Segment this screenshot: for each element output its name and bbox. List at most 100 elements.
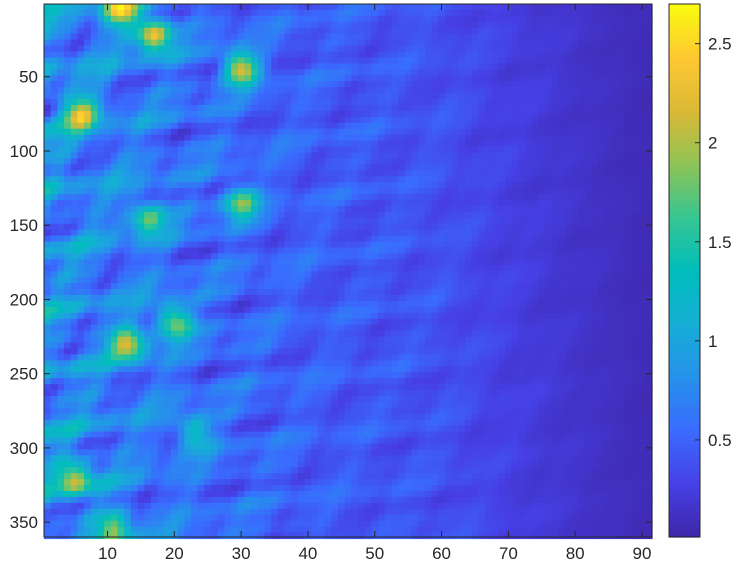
- heatmap-cell: [237, 265, 246, 272]
- heatmap-cell: [431, 152, 439, 160]
- heatmap-cell: [558, 312, 566, 320]
- heatmap-cell: [591, 199, 600, 207]
- heatmap-cell: [578, 306, 586, 314]
- heatmap-cell: [324, 57, 332, 64]
- heatmap-cell: [344, 277, 352, 284]
- heatmap-cell: [364, 33, 372, 41]
- heatmap-cell: [471, 140, 479, 148]
- heatmap-cell: [337, 39, 346, 47]
- heatmap-cell: [484, 104, 493, 112]
- heatmap-cell: [484, 152, 493, 160]
- heatmap-cell: [551, 122, 560, 130]
- heatmap-cell: [50, 27, 58, 35]
- heatmap-cell: [257, 81, 266, 88]
- heatmap-cell: [478, 33, 486, 41]
- heatmap-cell: [518, 300, 526, 308]
- heatmap-cell: [358, 128, 366, 136]
- heatmap-cell: [351, 164, 359, 171]
- heatmap-cell: [358, 33, 366, 41]
- heatmap-cell: [97, 33, 105, 41]
- heatmap-cell: [84, 306, 92, 314]
- heatmap-cell: [304, 318, 312, 326]
- heatmap-cell: [157, 259, 165, 266]
- heatmap-cell: [211, 217, 219, 225]
- heatmap-cell: [184, 51, 192, 59]
- heatmap-cell: [324, 51, 332, 59]
- heatmap-cell: [438, 324, 446, 332]
- heatmap-cell: [591, 265, 600, 272]
- heatmap-cell: [538, 188, 546, 195]
- heatmap-cell: [331, 194, 339, 201]
- heatmap-cell: [190, 128, 199, 136]
- heatmap-cell: [304, 253, 312, 260]
- heatmap-cell: [545, 57, 553, 64]
- heatmap-cell: [464, 205, 473, 213]
- heatmap-cell: [531, 33, 540, 41]
- heatmap-cell: [598, 21, 606, 29]
- heatmap-cell: [611, 229, 620, 237]
- heatmap-cell: [177, 306, 185, 314]
- heatmap-cell: [117, 39, 125, 47]
- heatmap-cell: [237, 211, 246, 219]
- heatmap-cell: [317, 4, 326, 11]
- heatmap-cell: [110, 93, 119, 100]
- heatmap-cell: [625, 146, 633, 154]
- heatmap-cell: [638, 110, 646, 118]
- heatmap-cell: [117, 217, 125, 225]
- heatmap-cell: [97, 223, 105, 231]
- heatmap-cell: [50, 199, 58, 207]
- heatmap-cell: [170, 51, 179, 59]
- heatmap-cell: [378, 93, 386, 100]
- heatmap-cell: [438, 15, 446, 23]
- heatmap-cell: [130, 229, 139, 237]
- heatmap-cell: [391, 194, 399, 201]
- heatmap-cell: [438, 116, 446, 124]
- heatmap-cell: [197, 205, 205, 213]
- heatmap-cell: [525, 211, 533, 219]
- heatmap-cell: [431, 39, 439, 47]
- heatmap-cell: [304, 146, 312, 154]
- heatmap-cell: [244, 134, 252, 142]
- heatmap-cell: [70, 229, 79, 237]
- heatmap-cell: [424, 152, 433, 160]
- heatmap-cell: [431, 170, 439, 177]
- heatmap-cell: [284, 69, 292, 76]
- heatmap-cell: [251, 99, 259, 106]
- heatmap-cell: [271, 51, 279, 59]
- heatmap-cell: [404, 194, 413, 201]
- heatmap-cell: [511, 39, 519, 47]
- heatmap-cell: [77, 194, 85, 201]
- heatmap-cell: [505, 247, 513, 255]
- heatmap-cell: [124, 158, 132, 165]
- heatmap-cell: [398, 259, 406, 266]
- heatmap-cell: [531, 134, 540, 142]
- heatmap-cell: [438, 300, 446, 308]
- heatmap-cell: [411, 164, 419, 171]
- heatmap-cell: [484, 241, 493, 249]
- heatmap-cell: [251, 223, 259, 231]
- heatmap-cell: [110, 63, 119, 70]
- heatmap-cell: [498, 15, 506, 23]
- heatmap-cell: [511, 164, 519, 171]
- heatmap-cell: [571, 87, 580, 94]
- heatmap-cell: [578, 81, 586, 88]
- heatmap-cell: [297, 253, 306, 260]
- heatmap-cell: [444, 128, 453, 136]
- heatmap-cell: [164, 81, 172, 88]
- heatmap-cell: [64, 300, 72, 308]
- heatmap-cell: [578, 63, 586, 70]
- heatmap-cell: [277, 9, 286, 17]
- heatmap-cell: [404, 75, 413, 82]
- heatmap-cell: [478, 164, 486, 171]
- heatmap-cell: [618, 146, 626, 154]
- heatmap-cell: [57, 134, 65, 142]
- heatmap-cell: [271, 188, 279, 195]
- heatmap-cell: [518, 289, 526, 296]
- heatmap-cell: [90, 51, 99, 59]
- heatmap-cell: [611, 152, 620, 160]
- heatmap-cell: [578, 152, 586, 160]
- heatmap-cell: [204, 247, 212, 255]
- heatmap-cell: [317, 15, 326, 23]
- heatmap-cell: [565, 324, 573, 332]
- heatmap-cell: [511, 176, 519, 183]
